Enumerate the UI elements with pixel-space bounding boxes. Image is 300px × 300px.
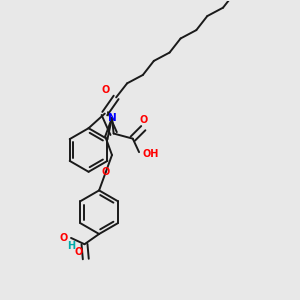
Text: O: O — [75, 247, 83, 257]
Text: O: O — [60, 233, 68, 243]
Text: O: O — [139, 115, 147, 125]
Text: O: O — [102, 167, 110, 177]
Text: N: N — [108, 113, 116, 123]
Text: O: O — [101, 85, 110, 94]
Text: OH: OH — [142, 149, 158, 159]
Text: H: H — [67, 241, 75, 251]
